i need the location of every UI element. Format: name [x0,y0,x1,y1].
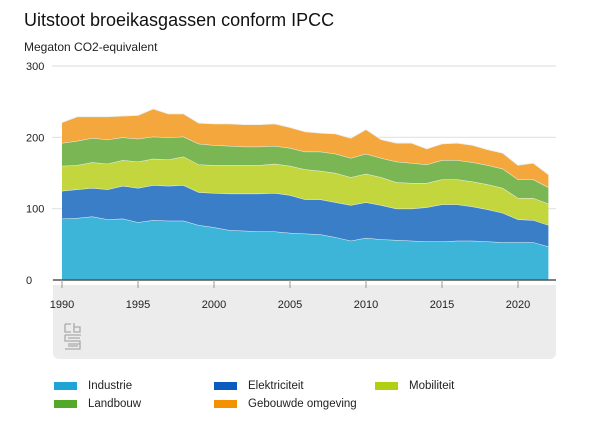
y-tick-label: 0 [26,275,32,287]
cbs-logo-icon [64,323,81,350]
x-tick-label: 2000 [202,299,226,311]
legend-item-gebouwde-omgeving[interactable]: Gebouwde omgeving [214,398,357,410]
legend-item-elektriciteit[interactable]: Elektriciteit [214,380,304,392]
legend-label: Mobiliteit [409,380,455,392]
legend-label: Elektriciteit [248,380,304,392]
legend-swatch [375,382,398,390]
legend-label: Landbouw [88,398,142,410]
area-industrie [62,216,549,280]
x-tick-label: 2010 [354,299,378,311]
legend-swatch [214,400,237,408]
legend-item-landbouw[interactable]: Landbouw [54,398,141,410]
x-tick-label: 1990 [50,299,74,311]
legend-swatch [54,400,77,408]
y-tick-label: 200 [26,132,44,144]
area-boundary-line [61,108,549,175]
x-tick-label: 2020 [506,299,530,311]
legend-label: Industrie [88,380,133,392]
area-mobiliteit [62,156,549,226]
y-tick-label: 300 [26,61,44,73]
x-tick-label: 2015 [430,299,454,311]
legend-swatch [54,382,77,390]
area-landbouw [62,136,549,204]
legend-item-mobiliteit[interactable]: Mobiliteit [375,380,454,392]
area-gebouwde-omgeving [62,108,549,188]
x-axis-panel [53,285,556,359]
chart-subtitle: Megaton CO2-equivalent [24,40,158,54]
x-tick-label: 1995 [126,299,150,311]
x-tick-label: 2005 [278,299,302,311]
y-tick-label: 100 [26,204,44,216]
area-elektriciteit [62,185,549,247]
legend-label: Gebouwde omgeving [248,398,357,410]
legend-swatch [214,382,237,390]
chart-title: Uitstoot broeikasgassen conform IPCC [24,10,335,30]
legend-item-industrie[interactable]: Industrie [54,380,132,392]
